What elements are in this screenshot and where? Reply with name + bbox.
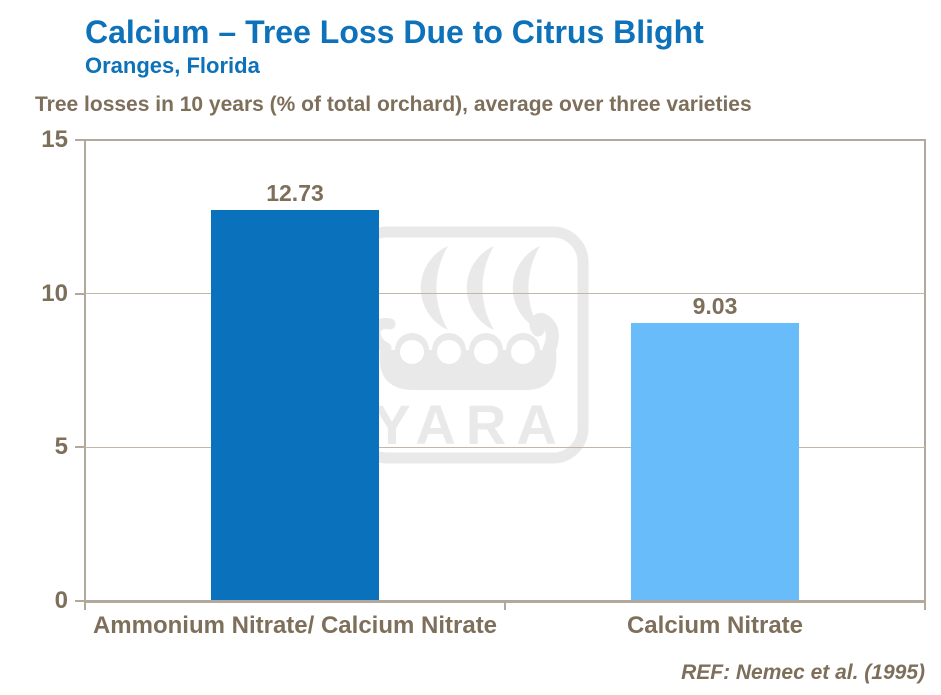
reference-text: REF: Nemec et al. (1995) xyxy=(681,661,925,684)
y-axis-tick xyxy=(75,446,85,449)
yara-logo-icon: YARA xyxy=(351,226,589,464)
y-axis-label: 15 xyxy=(41,126,68,153)
x-axis-tick xyxy=(84,601,86,610)
bar-value-label: 9.03 xyxy=(692,293,738,320)
bar xyxy=(211,209,379,600)
y-axis-tick xyxy=(75,292,85,295)
gridline xyxy=(85,446,925,448)
category-label: Calcium Nitrate xyxy=(626,612,804,639)
yara-wordmark: YARA xyxy=(373,393,567,456)
bar xyxy=(631,323,799,600)
yara-ship-icon xyxy=(369,312,559,390)
y-axis-label: 0 xyxy=(54,587,68,614)
category-label: Ammonium Nitrate/ Calcium Nitrate xyxy=(92,612,498,639)
yara-logo-watermark: YARA xyxy=(350,226,590,464)
x-axis-tick xyxy=(504,601,506,610)
page-subtitle: Oranges, Florida xyxy=(85,53,260,78)
y-axis-label: 10 xyxy=(41,279,68,307)
gridline xyxy=(85,293,925,295)
y-axis-tick xyxy=(75,139,85,141)
page-title: Calcium – Tree Loss Due to Citrus Blight xyxy=(85,14,704,50)
yara-crescents-icon xyxy=(420,246,540,330)
bar-value-label: 12.73 xyxy=(266,179,324,206)
chart-description: Tree losses in 10 years (% of total orch… xyxy=(35,93,752,116)
y-axis-tick xyxy=(75,600,85,602)
y-axis-label: 5 xyxy=(54,433,68,461)
x-axis-tick xyxy=(924,601,926,610)
